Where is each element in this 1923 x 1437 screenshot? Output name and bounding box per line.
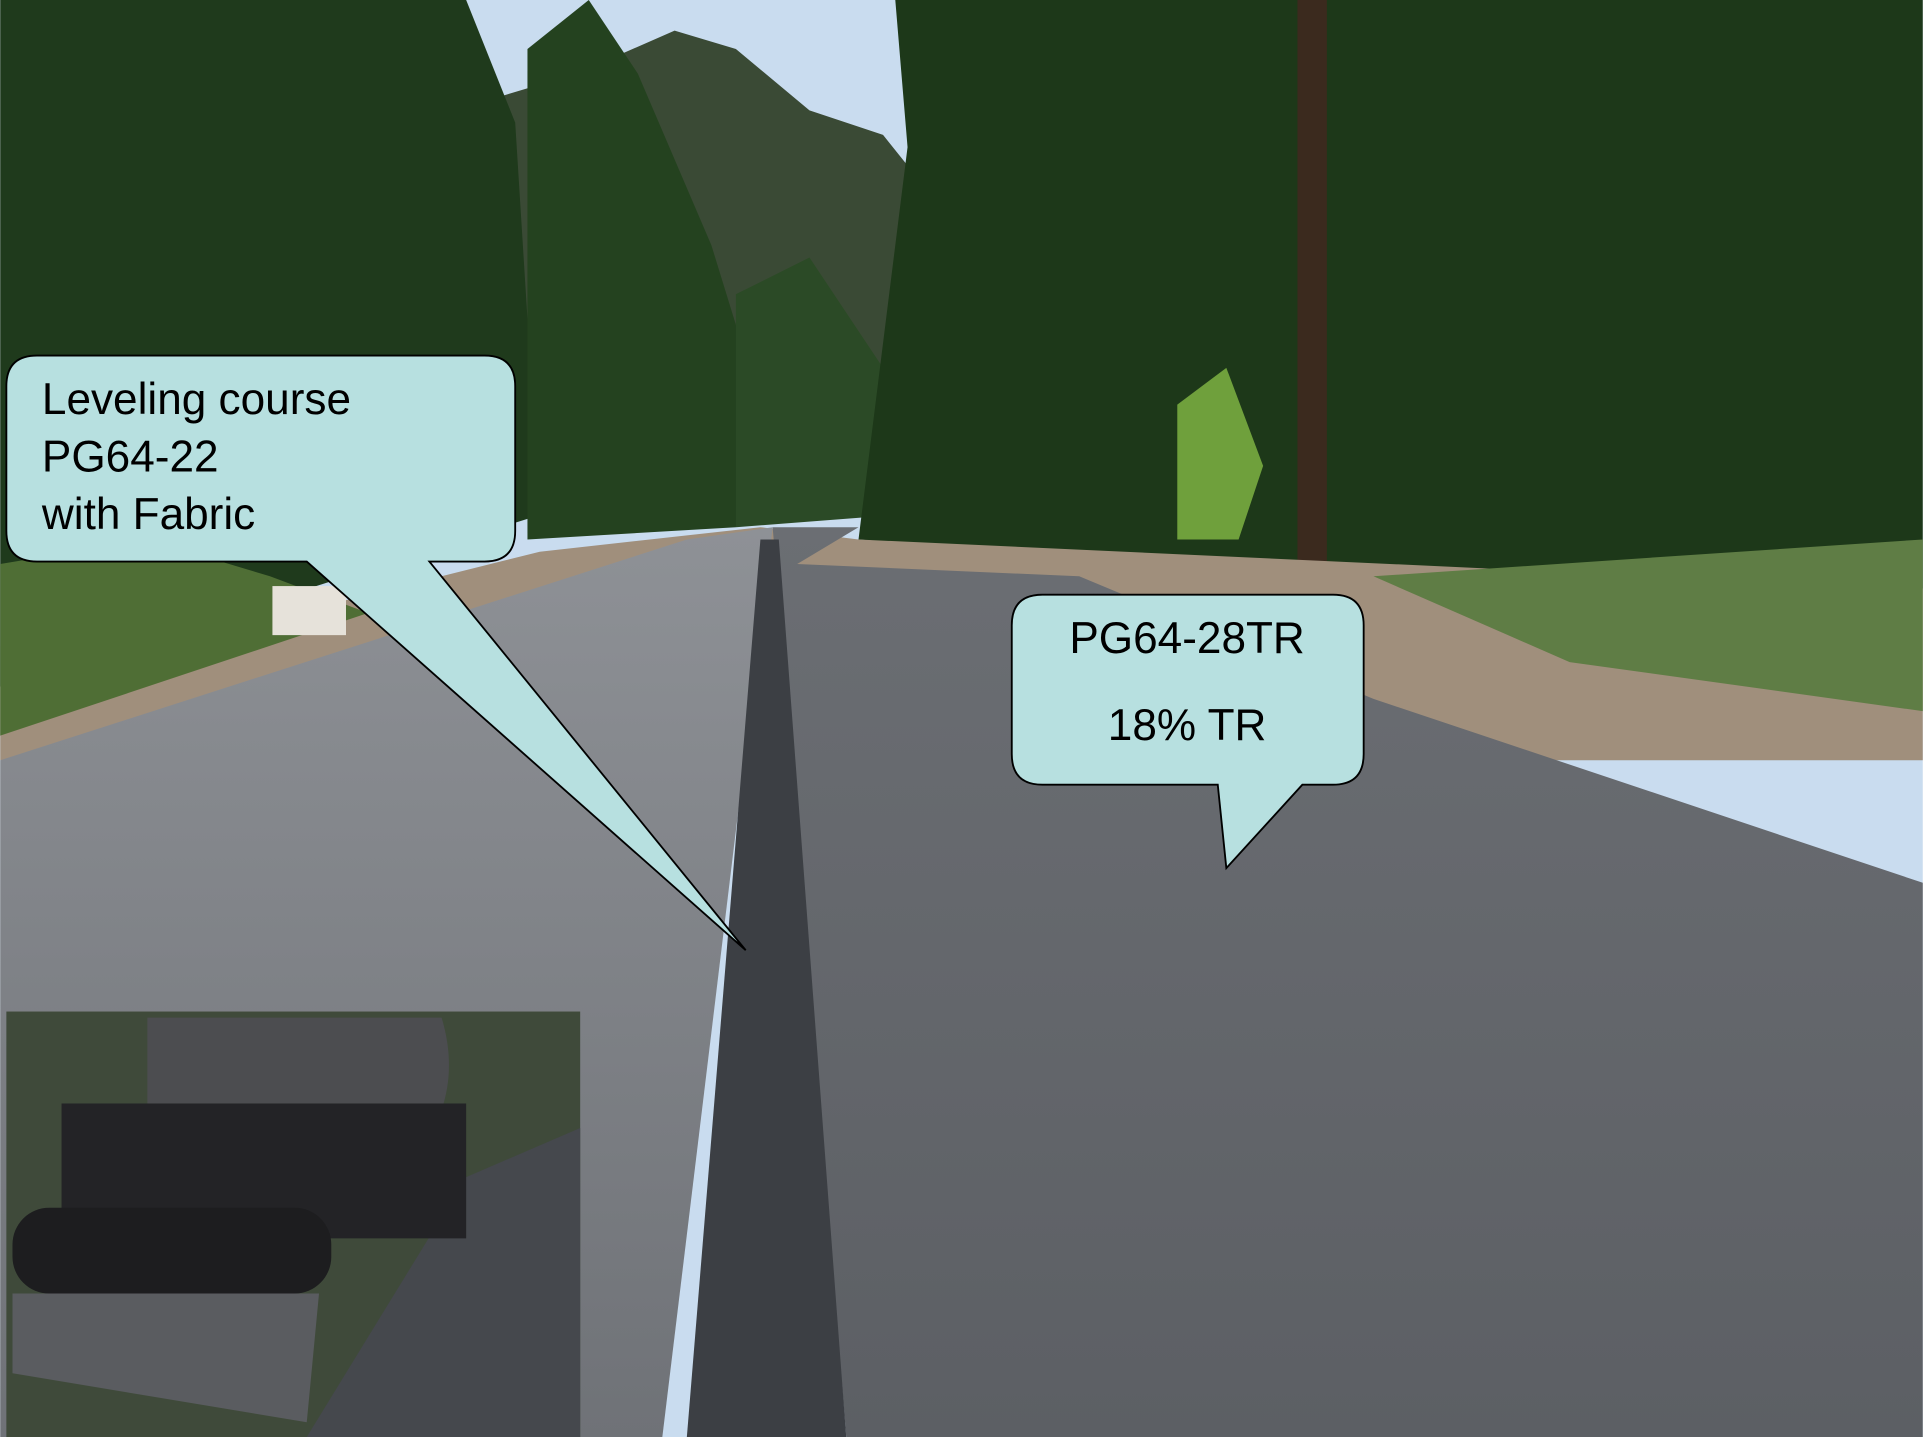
photo-slide: Leveling course PG64-22 with Fabric PG64… [0,0,1923,1437]
trees-right [859,0,1923,589]
callout-text: PG64-28TR [1069,614,1304,663]
sign [272,586,346,635]
page: Leveling course PG64-22 with Fabric PG64… [0,0,1923,1437]
tanker [147,1018,449,1110]
callout-text: Leveling course [42,375,351,424]
callout-text: PG64-22 [42,432,219,481]
callout-text: with Fabric [41,490,255,539]
inset-photo [6,1012,580,1437]
fabric-roll [12,1208,331,1294]
callout-text: 18% TR [1108,701,1267,750]
trunk [1297,0,1326,564]
